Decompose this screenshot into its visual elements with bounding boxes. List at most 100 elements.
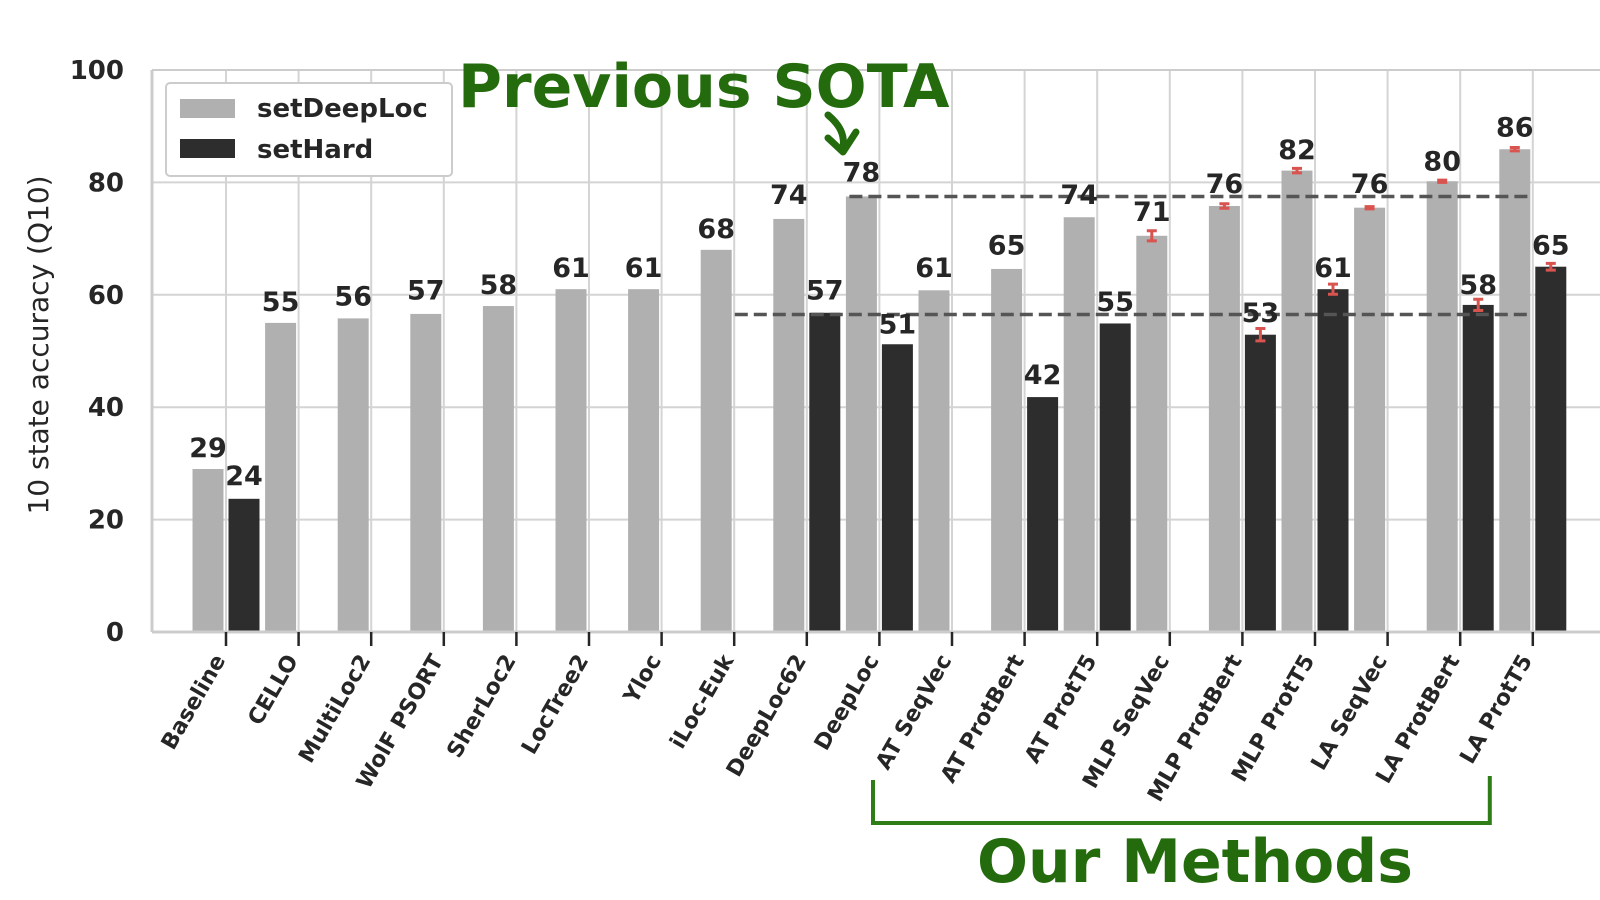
y-axis-title: 10 state accuracy (Q10) — [22, 175, 55, 514]
error-bar-sethard-la-protbert — [1473, 297, 1484, 313]
value-label-setdeeploc-cello: 55 — [262, 287, 300, 318]
legend-swatch-setHard — [180, 139, 235, 158]
value-label-setdeeploc-iloc-euk: 68 — [697, 214, 735, 245]
legend: setDeepLoc setHard — [165, 82, 453, 177]
x-tick-label-baseline: Baseline — [157, 651, 231, 755]
value-label-sethard-la-prott5: 65 — [1532, 231, 1570, 262]
value-label-setdeeploc-at-prott5: 74 — [1060, 180, 1098, 211]
bar-setdeeploc-deeploc — [845, 196, 877, 632]
our-methods-bracket — [871, 776, 1492, 825]
y-tick-label-20: 20 — [88, 506, 124, 536]
error-bars — [1146, 146, 1556, 343]
x-tick-label-yloc: Yloc — [619, 651, 667, 709]
error-bar-setdeeploc-mlp-seqvec — [1146, 229, 1157, 243]
x-tick-label-la-prott5: LA ProtT5 — [1456, 651, 1538, 769]
bar-setdeeploc-iloc-euk — [700, 249, 732, 632]
value-label-setdeeploc-mlp-protbert: 76 — [1206, 169, 1244, 200]
legend-swatch-setDeepLoc — [180, 99, 235, 118]
y-tick-label-0: 0 — [106, 618, 124, 648]
bar-setdeeploc-mlp-prott5 — [1281, 170, 1313, 632]
annotation-previous-sota: Previous SOTA — [458, 52, 950, 122]
value-label-sethard-mlp-protbert: 53 — [1242, 298, 1280, 329]
bar-sethard-deeploc — [881, 344, 913, 632]
value-label-setdeeploc-deeploc: 78 — [843, 158, 881, 189]
value-label-sethard-la-protbert: 58 — [1459, 270, 1497, 301]
legend-label-setDeepLoc: setDeepLoc — [257, 94, 428, 124]
bar-sethard-at-protbert — [1027, 397, 1059, 632]
value-label-sethard-deeploc: 51 — [879, 309, 917, 340]
annotations: Previous SOTA Our Methods — [458, 52, 1492, 897]
x-tick-label-iloc-euk: iLoc-Euk — [666, 649, 740, 753]
bar-setdeeploc-deeploc62 — [773, 218, 805, 632]
reference-lines — [734, 194, 1533, 317]
x-tick-label-at-seqvec: AT SeqVec — [871, 651, 957, 775]
bar-sethard-baseline — [228, 498, 260, 632]
bar-setdeeploc-sherloc2 — [482, 306, 514, 632]
axes — [150, 69, 1600, 634]
x-tick-label-deeploc62: DeepLoc62 — [722, 651, 812, 782]
x-tick-label-multiloc2: MultiLoc2 — [294, 651, 376, 768]
value-label-sethard-at-protbert: 42 — [1024, 360, 1062, 391]
annotation-arrow-icon — [824, 111, 847, 152]
error-bar-sethard-la-prott5 — [1545, 261, 1556, 272]
y-tick-label-60: 60 — [88, 281, 124, 311]
value-label-setdeeploc-sherloc2: 58 — [480, 270, 518, 301]
bar-sethard-mlp-prott5 — [1317, 289, 1349, 632]
value-label-setdeeploc-loctree2: 61 — [552, 253, 590, 284]
value-label-sethard-baseline: 24 — [225, 461, 263, 492]
bar-setdeeploc-cello — [265, 322, 297, 632]
value-label-sethard-at-prott5: 55 — [1096, 287, 1134, 318]
bars — [192, 149, 1567, 633]
x-tick-label-sherloc2: SherLoc2 — [443, 651, 522, 763]
value-label-setdeeploc-yloc: 61 — [625, 253, 663, 284]
x-tick-label-la-seqvec: LA SeqVec — [1307, 651, 1393, 775]
value-label-sethard-deeploc62: 57 — [806, 276, 844, 307]
bar-setdeeploc-wolf-psort — [410, 313, 442, 632]
bar-setdeeploc-mlp-seqvec — [1136, 235, 1168, 633]
x-tick-label-deeploc: DeepLoc — [810, 651, 885, 755]
value-label-setdeeploc-deeploc62: 74 — [770, 180, 808, 211]
value-label-setdeeploc-baseline: 29 — [189, 433, 227, 464]
value-label-setdeeploc-at-protbert: 65 — [988, 231, 1026, 262]
bar-sethard-deeploc62 — [809, 312, 841, 632]
bar-sethard-mlp-protbert — [1244, 334, 1276, 632]
value-label-setdeeploc-mlp-seqvec: 71 — [1133, 197, 1171, 228]
error-bar-setdeeploc-mlp-protbert — [1219, 202, 1230, 210]
value-label-setdeeploc-mlp-prott5: 82 — [1278, 135, 1316, 166]
x-tick-label-loctree2: LocTree2 — [517, 651, 594, 759]
legend-label-setHard: setHard — [257, 135, 373, 165]
bar-sethard-la-prott5 — [1535, 266, 1567, 632]
error-bar-setdeeploc-mlp-prott5 — [1292, 166, 1302, 175]
bar-setdeeploc-loctree2 — [555, 289, 587, 632]
bar-setdeeploc-at-seqvec — [918, 290, 950, 632]
error-bar-setdeeploc-la-protbert — [1437, 178, 1448, 184]
bar-setdeeploc-mlp-protbert — [1208, 206, 1240, 632]
bar-sethard-la-protbert — [1462, 304, 1494, 632]
bar-setdeeploc-la-prott5 — [1499, 149, 1531, 632]
error-bar-sethard-mlp-protbert — [1255, 327, 1266, 343]
value-label-setdeeploc-la-prott5: 86 — [1496, 113, 1534, 144]
bar-sethard-at-prott5 — [1099, 323, 1131, 632]
bar-setdeeploc-baseline — [192, 469, 224, 632]
bar-setdeeploc-at-protbert — [991, 268, 1023, 632]
y-tick-label-80: 80 — [88, 168, 124, 198]
value-label-setdeeploc-at-seqvec: 61 — [915, 253, 953, 284]
bar-setdeeploc-la-protbert — [1426, 181, 1458, 632]
error-bar-setdeeploc-la-seqvec — [1364, 205, 1375, 211]
bar-setdeeploc-la-seqvec — [1354, 207, 1386, 632]
bar-setdeeploc-at-prott5 — [1063, 217, 1095, 632]
legend-box — [165, 82, 453, 177]
y-tick-label-40: 40 — [88, 393, 124, 423]
value-label-setdeeploc-la-protbert: 80 — [1423, 146, 1461, 177]
error-bar-sethard-mlp-prott5 — [1328, 282, 1338, 296]
value-label-sethard-mlp-prott5: 61 — [1314, 253, 1352, 284]
y-tick-label-100: 100 — [70, 56, 124, 86]
value-label-setdeeploc-la-seqvec: 76 — [1351, 169, 1389, 200]
annotation-arrowhead-icon — [824, 128, 860, 156]
value-label-setdeeploc-wolf-psort: 57 — [407, 276, 445, 307]
error-bar-setdeeploc-la-prott5 — [1509, 146, 1520, 153]
annotation-our-methods: Our Methods — [977, 827, 1413, 897]
bar-setdeeploc-multiloc2 — [337, 318, 369, 632]
